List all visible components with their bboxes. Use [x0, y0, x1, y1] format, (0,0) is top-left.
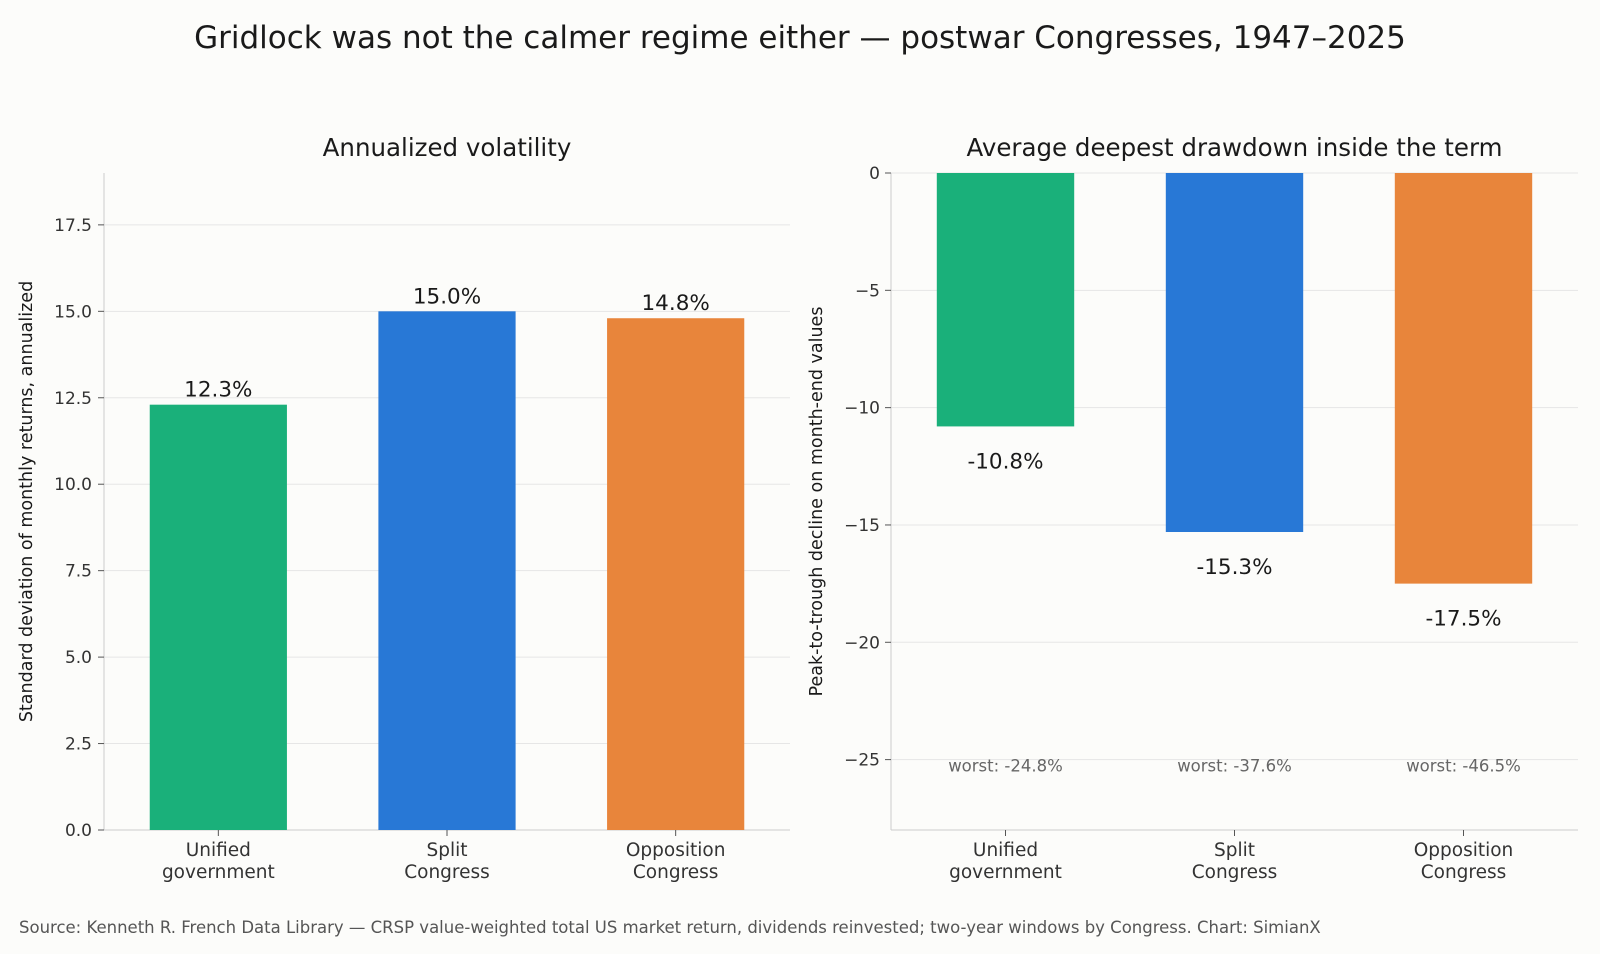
volatility-panel-title: Annualized volatility	[323, 133, 572, 162]
volatility-y-tick-label: 0.0	[65, 821, 92, 841]
volatility-value-label: 12.3%	[184, 378, 252, 403]
drawdown-value-label: -15.3%	[1196, 555, 1272, 580]
drawdown-bar-split	[1165, 173, 1304, 533]
drawdown-y-tick-label: −10	[844, 399, 880, 419]
drawdown-y-tick-label: −5	[855, 281, 880, 301]
drawdown-category-label: Unified	[973, 840, 1038, 861]
volatility-category-label: Congress	[404, 862, 490, 883]
volatility-y-tick-label: 17.5	[54, 216, 92, 236]
chart-main-title: Gridlock was not the calmer regime eithe…	[194, 20, 1406, 56]
volatility-y-tick-label: 10.0	[54, 475, 92, 495]
source-note: Source: Kenneth R. French Data Library —…	[19, 918, 1321, 937]
volatility-value-label: 15.0%	[413, 284, 481, 309]
volatility-category-label: Opposition	[626, 840, 726, 861]
drawdown-category-label: Split	[1214, 840, 1255, 861]
drawdown-value-label: -10.8%	[967, 449, 1043, 474]
volatility-y-tick-label: 7.5	[65, 562, 92, 582]
drawdown-y-tick-label: −25	[844, 751, 880, 771]
volatility-y-axis-label: Standard deviation of monthly returns, a…	[17, 281, 37, 722]
volatility-category-label: Split	[426, 840, 467, 861]
drawdown-y-tick-label: −20	[844, 633, 880, 653]
volatility-y-tick-label: 2.5	[65, 735, 92, 755]
drawdown-y-tick-label: −15	[844, 516, 880, 536]
volatility-category-label: Congress	[633, 862, 719, 883]
volatility-category-label: Unified	[186, 840, 251, 861]
volatility-bar-opposition	[607, 318, 745, 830]
drawdown-bar-opposition	[1394, 173, 1533, 584]
drawdown-panel-title: Average deepest drawdown inside the term	[967, 133, 1503, 162]
drawdown-value-label: -17.5%	[1425, 607, 1501, 632]
drawdown-y-axis-label: Peak-to-trough decline on month-end valu…	[807, 307, 827, 697]
drawdown-bar-unified	[936, 173, 1075, 427]
volatility-bar-split	[378, 311, 516, 830]
drawdown-worst-annotation: worst: -37.6%	[1177, 757, 1292, 776]
volatility-y-tick-label: 5.0	[65, 648, 92, 668]
volatility-y-tick-label: 15.0	[54, 302, 92, 322]
drawdown-worst-annotation: worst: -46.5%	[1406, 757, 1521, 776]
drawdown-category-label: Congress	[1192, 862, 1278, 883]
drawdown-y-tick-label: 0	[869, 164, 880, 184]
drawdown-category-label: Congress	[1421, 862, 1507, 883]
drawdown-category-label: Opposition	[1414, 840, 1514, 861]
volatility-value-label: 14.8%	[642, 291, 710, 316]
volatility-y-tick-label: 12.5	[54, 389, 92, 409]
volatility-category-label: government	[162, 862, 275, 883]
drawdown-category-label: government	[949, 862, 1062, 883]
volatility-bar-unified	[149, 404, 287, 830]
drawdown-worst-annotation: worst: -24.8%	[948, 757, 1063, 776]
